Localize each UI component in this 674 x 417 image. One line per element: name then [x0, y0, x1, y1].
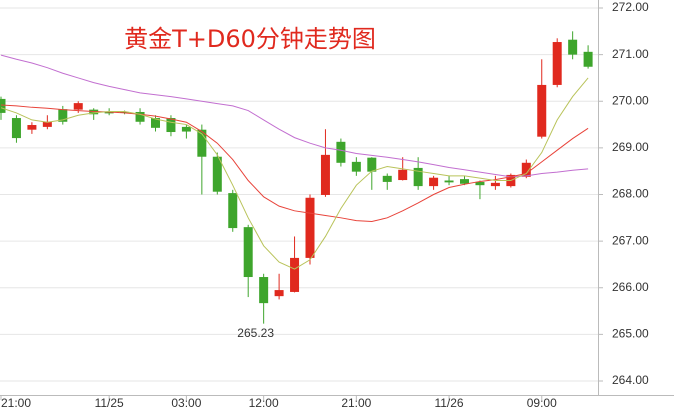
y-tick-label: 268.00 [612, 187, 649, 201]
x-tick-label: 09:00 [527, 396, 557, 410]
candle-body [151, 118, 160, 128]
candle-body [135, 111, 145, 122]
y-tick-label: 269.00 [612, 140, 649, 154]
candle-body [583, 51, 593, 67]
candle-body [259, 277, 269, 304]
candle-body [552, 42, 562, 85]
moving-average-line [0, 77, 589, 270]
candle-body [274, 290, 284, 297]
candle-body [290, 257, 300, 292]
candle-body [243, 227, 253, 278]
plot-area [0, 31, 593, 324]
grid [0, 7, 598, 382]
candle-body [537, 84, 547, 137]
candle-body [212, 156, 222, 192]
candle-body [73, 103, 83, 110]
x-tick-label: 03:00 [171, 396, 201, 410]
candle-body [521, 162, 531, 177]
chart-title: 黄金T+D60分钟走势图 [124, 25, 376, 53]
candle-body [27, 125, 37, 130]
moving-average-line [0, 54, 589, 178]
candle-body [0, 98, 6, 113]
candle-body [197, 129, 207, 157]
candle-body [490, 182, 500, 187]
x-tick-label: 21:00 [341, 396, 371, 410]
candle-body [181, 126, 191, 132]
y-tick-label: 267.00 [612, 233, 649, 247]
candle-body [444, 180, 454, 183]
y-tick-label: 272.00 [612, 0, 649, 14]
candle-body [475, 181, 485, 186]
candle-body [351, 161, 361, 172]
candle-body [305, 197, 315, 258]
candle-body [228, 193, 238, 229]
candle-body [42, 121, 52, 127]
y-tick-label: 264.00 [612, 373, 649, 387]
x-tick-label: 12:00 [249, 396, 279, 410]
x-tick-label: 11/25 [95, 396, 124, 410]
candle-body [58, 109, 68, 122]
x-tick-label: 21:00 [1, 396, 31, 410]
moving-average-line [0, 104, 589, 223]
y-tick-label: 270.00 [612, 93, 649, 107]
candle-body [460, 179, 469, 184]
candle-body [413, 167, 423, 187]
y-tick-label: 271.00 [612, 47, 649, 61]
candle-body [398, 169, 408, 181]
candle-body [367, 157, 377, 172]
candle-body [166, 118, 176, 133]
y-tick-label: 266.00 [612, 280, 649, 294]
candle-body [429, 177, 439, 187]
y-tick-label: 265.00 [612, 327, 649, 341]
candle-body [336, 141, 346, 163]
candle-body [320, 154, 330, 195]
candle-body [382, 175, 392, 182]
x-tick-label: 11/26 [434, 396, 463, 410]
low-annotation: 265.23 [237, 326, 274, 340]
candle-body [11, 118, 21, 139]
candle-body [568, 39, 578, 55]
